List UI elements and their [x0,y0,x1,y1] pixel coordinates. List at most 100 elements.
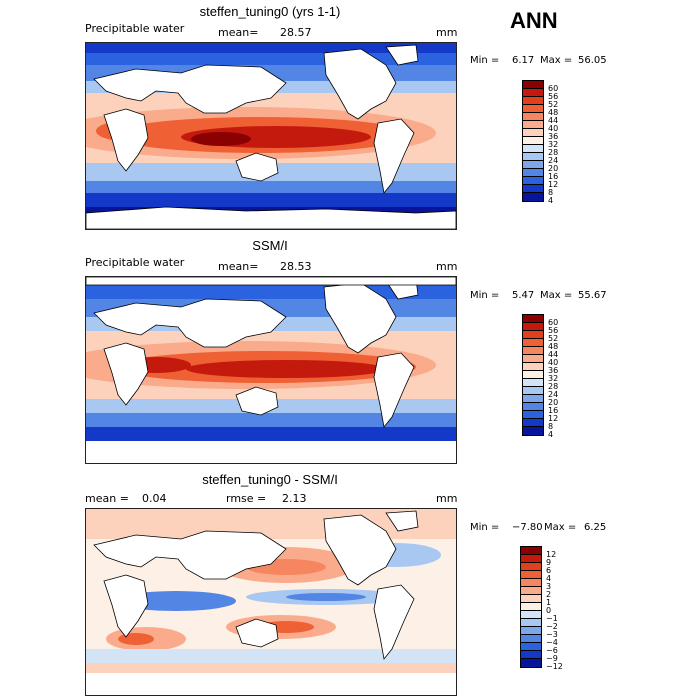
colorbar-tick-label: 12 [548,414,559,423]
colorbar-swatch [523,81,543,89]
colorbar-swatch [521,635,541,643]
panel-2-map [85,276,457,464]
panel-1-max-label: Max = [540,55,573,66]
colorbar-tick-label: 28 [548,148,559,157]
season-label: ANN [510,8,558,33]
colorbar-tick-label: 1 [546,598,552,607]
colorbar-tick-label: 52 [548,100,559,109]
panel-3-mean-label: mean = [85,492,129,505]
colorbar-tick-label: 28 [548,382,559,391]
colorbar-swatch [523,379,543,387]
colorbar-swatch [523,193,543,201]
colorbar-swatch [521,555,541,563]
panel-1-colorbar [522,80,544,202]
colorbar-swatch [521,595,541,603]
colorbar-tick-label: 4 [548,430,554,439]
colorbar-tick-label: 44 [548,116,559,125]
colorbar-tick-label: 60 [548,84,559,93]
colorbar-swatch [523,121,543,129]
colorbar-swatch [523,387,543,395]
panel-2-mean-value: 28.53 [280,260,312,273]
colorbar-swatch [521,563,541,571]
colorbar-tick-label: −2 [546,622,558,631]
colorbar-tick-label: 9 [546,558,552,567]
colorbar-tick-label: −6 [546,646,558,655]
colorbar-tick-label: −1 [546,614,558,623]
colorbar-tick-label: −12 [546,662,563,671]
colorbar-tick-label: 4 [548,196,554,205]
colorbar-tick-label: 60 [548,318,559,327]
panel-1-map-field [86,43,456,229]
colorbar-swatch [523,105,543,113]
colorbar-swatch [523,411,543,419]
colorbar-swatch [521,571,541,579]
colorbar-swatch [523,89,543,97]
colorbar-tick-label: 44 [548,350,559,359]
panel-2-mean-label: mean= [218,260,259,273]
panel-2-units: mm [436,260,458,273]
panel-2-map-field [86,277,456,463]
colorbar-swatch [523,347,543,355]
colorbar-swatch [523,145,543,153]
colorbar-tick-label: 24 [548,390,559,399]
panel-3-min-label: Min = [470,522,500,533]
colorbar-swatch [521,651,541,659]
colorbar-tick-label: 32 [548,140,559,149]
panel-2-max-label: Max = [540,290,573,301]
colorbar-tick-label: 4 [546,574,552,583]
colorbar-swatch [523,153,543,161]
panel-1-title: steffen_tuning0 (yrs 1-1) [199,4,341,19]
colorbar-swatch [523,363,543,371]
panel-2-min-value: 5.47 [512,290,535,301]
panel-1-units: mm [436,26,458,39]
colorbar-swatch [523,403,543,411]
colorbar-swatch [521,611,541,619]
colorbar-swatch [521,547,541,555]
colorbar-tick-label: −9 [546,654,558,663]
colorbar-swatch [523,97,543,105]
panel-2-title: SSM/I [252,238,288,253]
colorbar-swatch [523,161,543,169]
panel-3-rmse-label: rmse = [226,492,267,505]
colorbar-tick-label: 20 [548,398,559,407]
colorbar-swatch [523,169,543,177]
colorbar-tick-label: 3 [546,582,552,591]
colorbar-swatch [521,579,541,587]
panel-3-min-value: −7.80 [512,522,543,533]
panel-2-max-value: 55.67 [578,290,607,301]
colorbar-swatch [523,129,543,137]
panel-1-map [85,42,457,230]
colorbar-swatch [523,177,543,185]
colorbar-swatch [521,603,541,611]
panel-3-rmse-value: 2.13 [282,492,307,505]
colorbar-tick-label: 32 [548,374,559,383]
colorbar-tick-label: 8 [548,188,554,197]
panel-3-colorbar [520,546,542,668]
panel-3-mean-value: 0.04 [142,492,167,505]
panel-2-variable-label: Precipitable water [85,256,185,269]
panel-3-max-label: Max = [544,522,577,533]
colorbar-swatch [523,355,543,363]
panel-1-mean-value: 28.57 [280,26,312,39]
colorbar-tick-label: 52 [548,334,559,343]
colorbar-tick-label: 56 [548,92,559,101]
panel-1-min-value: 6.17 [512,55,535,66]
panel-1-colorbar-ticks: 60 56 52 48 44 40 36 32 28 24 20 16 12 8 4 [548,85,558,205]
colorbar-swatch [523,323,543,331]
colorbar-tick-label: 16 [548,172,559,181]
panel-2-colorbar-ticks: 60 56 52 48 44 40 36 32 28 24 20 16 12 8 4 [548,319,558,439]
colorbar-tick-label: 56 [548,326,559,335]
colorbar-swatch [523,419,543,427]
colorbar-tick-label: 16 [548,406,559,415]
panel-1-variable-label: Precipitable water [85,22,185,35]
panel-3-map-field [86,509,456,695]
colorbar-tick-label: −4 [546,638,558,647]
colorbar-tick-label: 40 [548,358,559,367]
colorbar-swatch [521,587,541,595]
colorbar-tick-label: 8 [548,422,554,431]
colorbar-swatch [523,339,543,347]
colorbar-tick-label: 2 [546,590,552,599]
colorbar-swatch [523,315,543,323]
colorbar-swatch [521,619,541,627]
colorbar-tick-label: 48 [548,108,559,117]
